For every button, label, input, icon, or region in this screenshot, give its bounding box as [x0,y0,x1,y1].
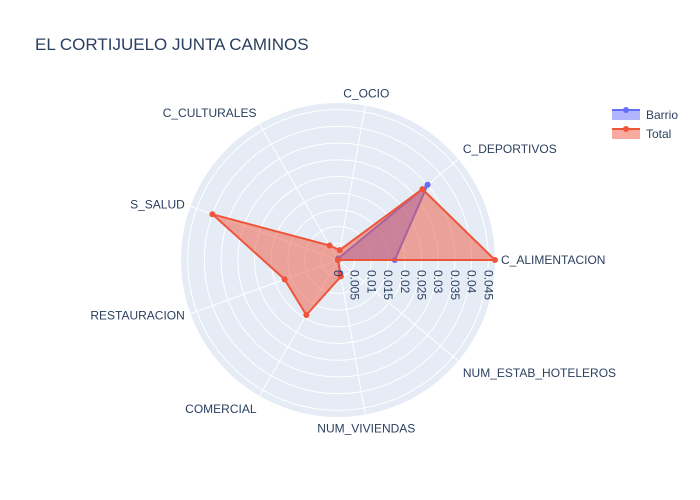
data-point-total [281,276,288,283]
category-label: NUM_VIVIENDAS [317,422,415,436]
legend-swatch [612,110,640,120]
radial-tick-label: 0.04 [465,270,479,294]
data-point-total [492,257,498,263]
data-point-total [326,242,333,249]
data-point-total [337,273,344,280]
legend-marker [623,107,629,113]
radial-tick-label: 0.01 [364,270,378,294]
radial-tick-label: 0.035 [448,270,462,300]
radial-tick-label: 0.005 [348,270,362,300]
chart-title: EL CORTIJUELO JUNTA CAMINOS [35,35,309,54]
legend-marker [623,126,629,132]
radial-tick-label: 0.03 [431,270,445,294]
category-label: S_SALUD [130,197,185,211]
radial-tick-label: 0.025 [415,270,429,300]
category-label: RESTAURACION [90,309,184,323]
legend: Barrio Total [612,107,678,141]
legend-label: Barrio [646,108,678,122]
data-point-barrio [424,181,431,188]
category-label: C_ALIMENTACION [501,253,605,267]
category-label: C_OCIO [343,87,389,101]
radial-tick-label: 0.015 [381,270,395,300]
grid-spoke [259,123,339,261]
radial-tick-label: 0.02 [398,270,412,294]
grid-spoke [337,259,366,415]
polar-area: 0 0.005 0.01 0.015 0.02 0.025 0.03 0.035 0.04 0.0… [90,87,616,436]
category-label: COMERCIAL [185,402,257,416]
data-point-total [209,211,216,218]
legend-swatch [612,129,640,139]
data-point-total [419,186,426,193]
legend-label: Total [646,127,671,141]
grid-spoke [337,105,366,261]
series-area-total [211,188,496,316]
data-point-total [336,247,343,254]
grid-spoke [337,259,459,362]
radial-tick-label: 0.045 [481,270,495,300]
category-label: C_CULTURALES [163,106,257,120]
data-point-total [335,257,341,263]
radial-tick-label: 0 [331,270,345,277]
category-label: NUM_ESTAB_HOTELEROS [463,366,616,380]
data-point-total [303,312,310,318]
category-label: C_DEPORTIVOS [463,142,557,156]
